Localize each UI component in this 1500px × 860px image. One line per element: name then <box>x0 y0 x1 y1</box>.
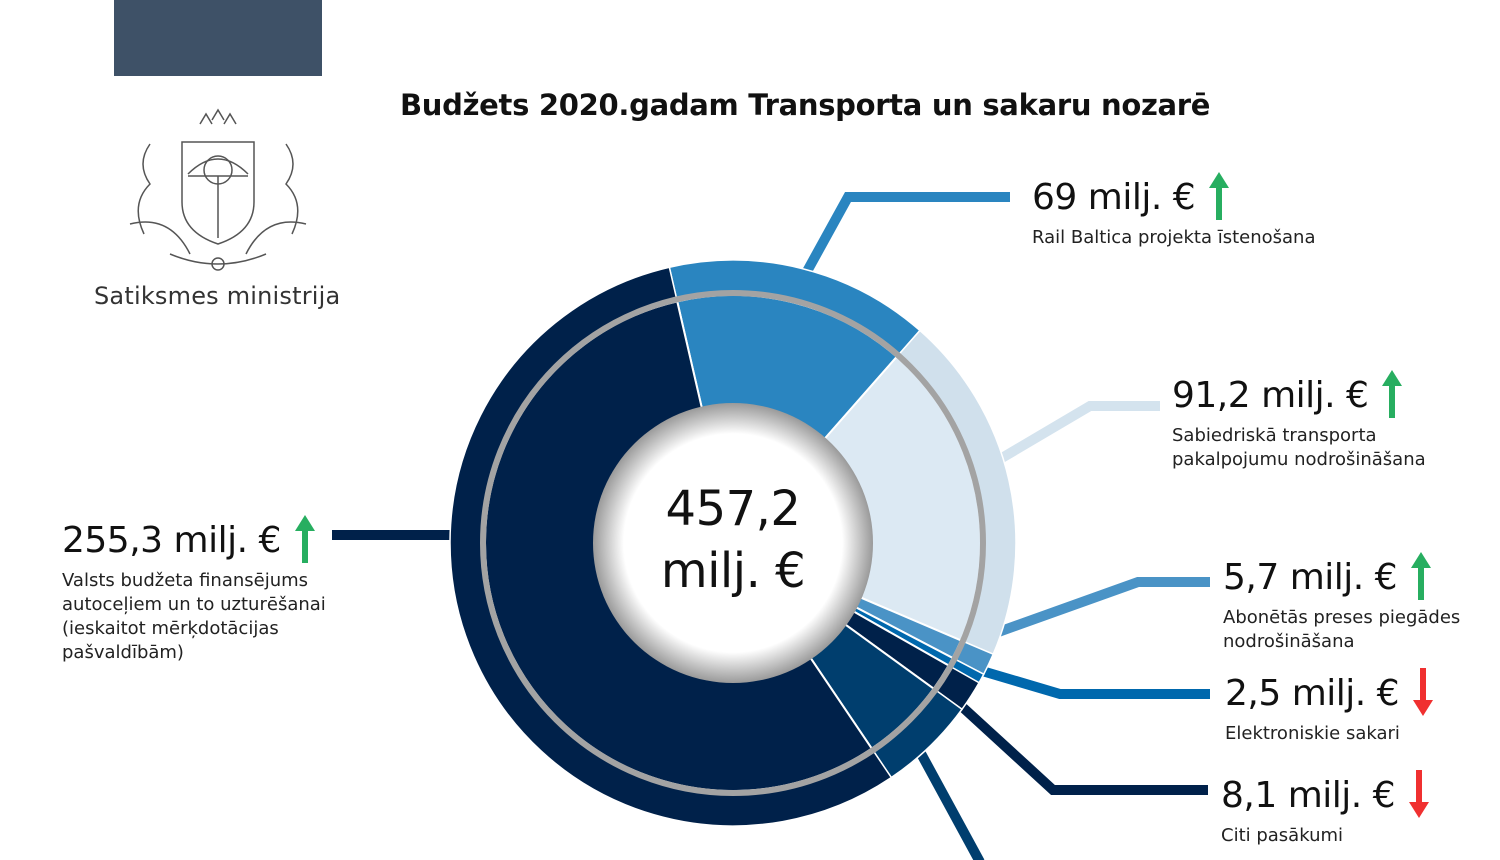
label-other: 8,1 milj. € Citi pasākumi <box>1221 768 1431 848</box>
value-label: 5,7 milj. € <box>1223 557 1398 598</box>
label-public-transport: 91,2 milj. € Sabiedriskā transporta paka… <box>1172 368 1426 472</box>
leader-line-rail-baltica <box>800 192 1010 278</box>
leader-line-other <box>954 699 1208 795</box>
ministry-name: Satiksmes ministrija <box>94 282 341 310</box>
donut-gray-ring <box>480 290 986 796</box>
slice-label-line: Valsts budžeta finansējums <box>62 570 309 591</box>
arrow-up-icon <box>1207 170 1231 226</box>
arrow-up-icon <box>1409 550 1433 606</box>
slice-label-line: pašvaldībām) <box>62 642 184 663</box>
leader-line-press <box>988 577 1210 640</box>
total-label: 457,2 milj. € <box>633 478 833 602</box>
slice-label-line: (ieskaitot mērķdotācijas <box>62 618 279 639</box>
slice-label: Elektroniskie sakari <box>1225 723 1400 744</box>
leader-line-electronic <box>970 663 1210 699</box>
slice-label-line: Sabiedriskā transporta <box>1172 425 1377 446</box>
coat-of-arms-logo <box>129 108 307 271</box>
label-electronic: 2,5 milj. € Elektroniskie sakari <box>1225 666 1435 746</box>
arrow-up-icon <box>293 513 317 569</box>
label-rail-baltica: 69 milj. € Rail Baltica projekta īstenoš… <box>1032 170 1315 250</box>
page-title: Budžets 2020.gadam Transporta un sakaru … <box>400 88 1211 122</box>
label-roads: 255,3 milj. € Valsts budžeta finansējums… <box>62 513 326 665</box>
slice-label-line: pakalpojumu nodrošināšana <box>1172 449 1426 470</box>
value-label: 8,1 milj. € <box>1221 775 1396 816</box>
value-label: 255,3 milj. € <box>62 520 281 561</box>
value-label: 91,2 milj. € <box>1172 375 1369 416</box>
slice-label: Rail Baltica projekta īstenošana <box>1032 227 1316 248</box>
leader-line-public-transport <box>992 401 1160 467</box>
label-press: 5,7 milj. € Abonētās preses piegādes nod… <box>1223 550 1460 654</box>
value-label: 69 milj. € <box>1032 177 1196 218</box>
value-label: 2,5 milj. € <box>1225 673 1400 714</box>
total-value: 457,2 <box>665 481 801 537</box>
header-bar <box>114 0 322 76</box>
donut-hole <box>593 403 873 683</box>
slice-label-line: Abonētās preses piegādes <box>1223 607 1461 628</box>
arrow-up-icon <box>1380 368 1404 424</box>
leader-line-unlabeled <box>913 745 985 860</box>
slice-label-line: autoceļiem un to uzturēšanai <box>62 594 326 615</box>
slice-label-line: nodrošināšana <box>1223 631 1355 652</box>
total-unit: milj. € <box>660 543 806 599</box>
arrow-down-icon <box>1407 768 1431 824</box>
slice-label: Citi pasākumi <box>1221 825 1344 846</box>
arrow-down-icon <box>1411 666 1435 722</box>
